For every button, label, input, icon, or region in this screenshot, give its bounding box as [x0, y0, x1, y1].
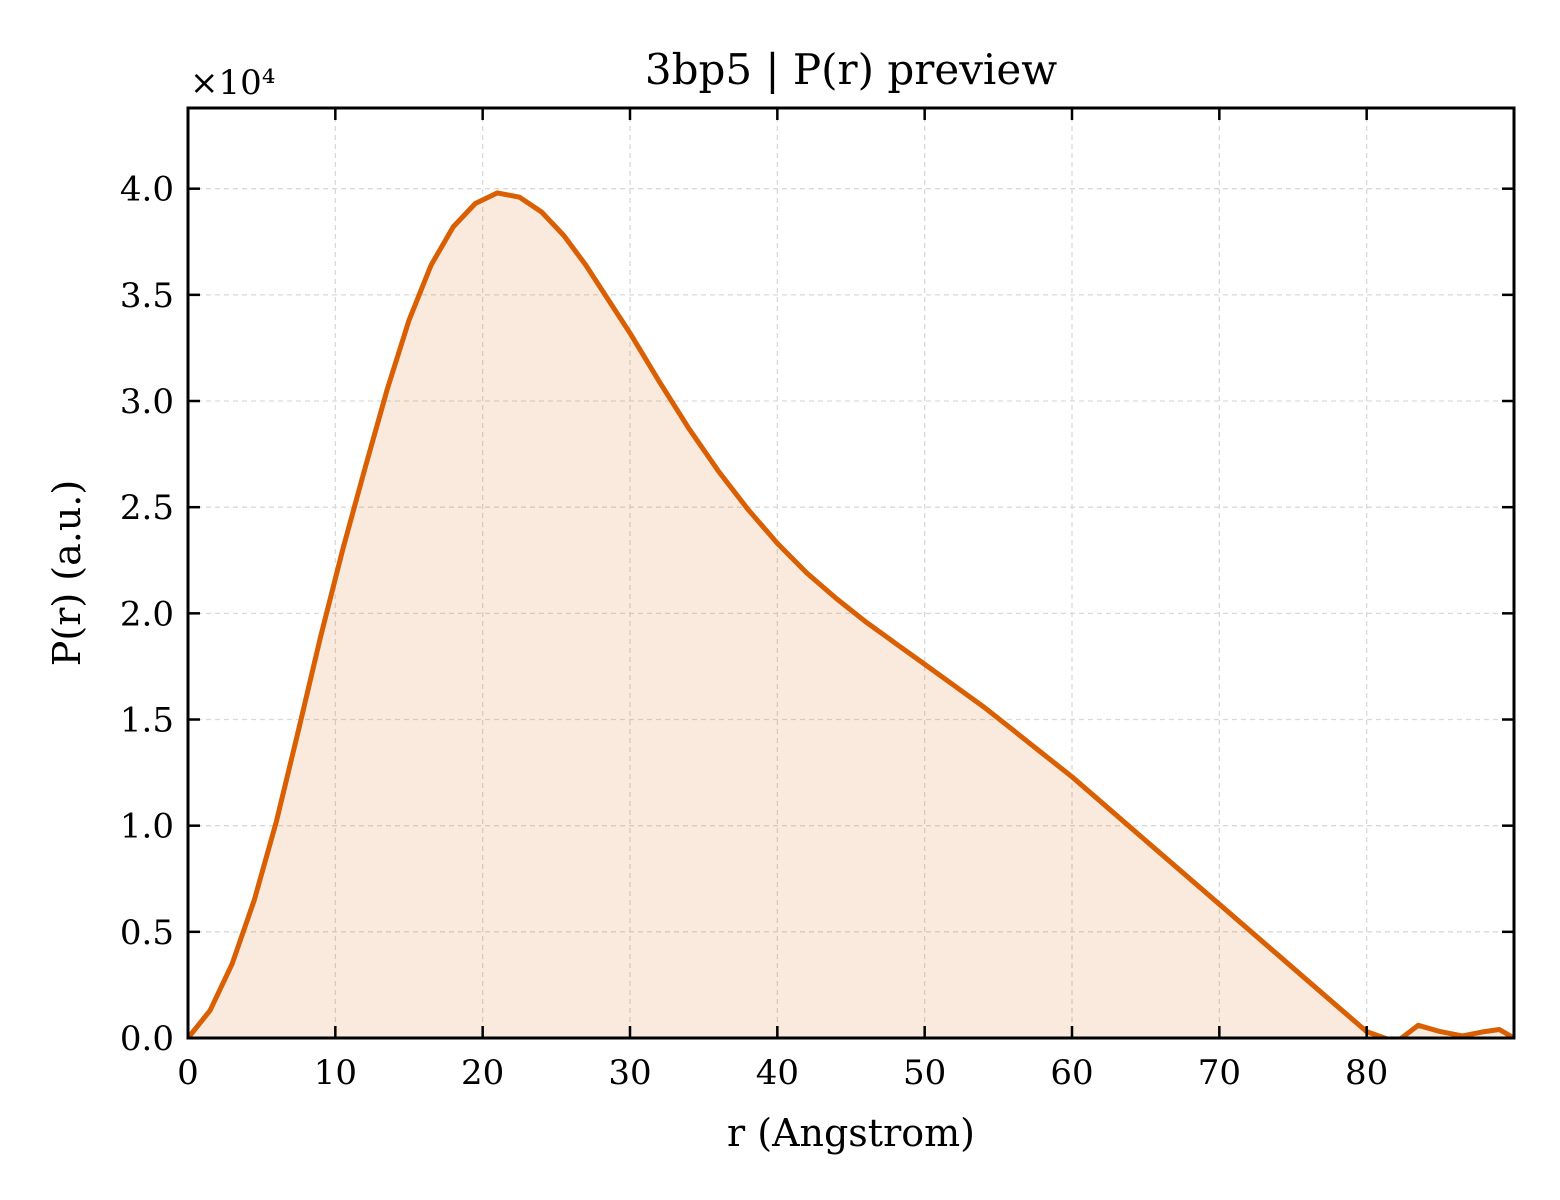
y-axis-label: P(r) (a.u.)	[45, 480, 89, 666]
x-tick-label: 30	[608, 1053, 651, 1093]
pr-series-line	[188, 190, 1514, 1038]
y-tick-label: 3.0	[120, 382, 174, 422]
y-tick-label: 2.5	[120, 488, 174, 528]
x-tick-label: 0	[177, 1053, 199, 1093]
grid-lines	[188, 108, 1514, 1038]
y-tick-label: 2.0	[120, 594, 174, 634]
plot-frame	[186, 106, 1516, 1040]
x-tick-label: 60	[1050, 1053, 1093, 1093]
y-tick-label: 0.0	[120, 1019, 174, 1059]
y-tick-label: 3.5	[120, 276, 174, 316]
x-tick-label: 10	[314, 1053, 357, 1093]
pr-area-fill	[188, 192, 1514, 1038]
x-axis-label: r (Angstrom)	[727, 1111, 975, 1155]
x-tick-label: 20	[461, 1053, 504, 1093]
y-tick-label: 1.0	[120, 807, 174, 847]
x-tick-label: 80	[1345, 1053, 1388, 1093]
y-tick-label: 0.5	[120, 913, 174, 953]
x-tick-label: 40	[756, 1053, 799, 1093]
y-tick-label: 1.5	[120, 701, 174, 741]
x-tick-label: 70	[1198, 1053, 1241, 1093]
y-tick-label: 4.0	[120, 170, 174, 210]
tick-labels: 0 10 20 30 40 50 60 70 80 0.0 0.5 1.0 1.5 2.0 2.5 3.0 3.…	[120, 170, 1388, 1093]
chart-title: 3bp5 | P(r) preview	[645, 45, 1057, 94]
x-tick-label: 50	[903, 1053, 946, 1093]
y-axis-offset-label: ×10⁴	[190, 63, 275, 103]
